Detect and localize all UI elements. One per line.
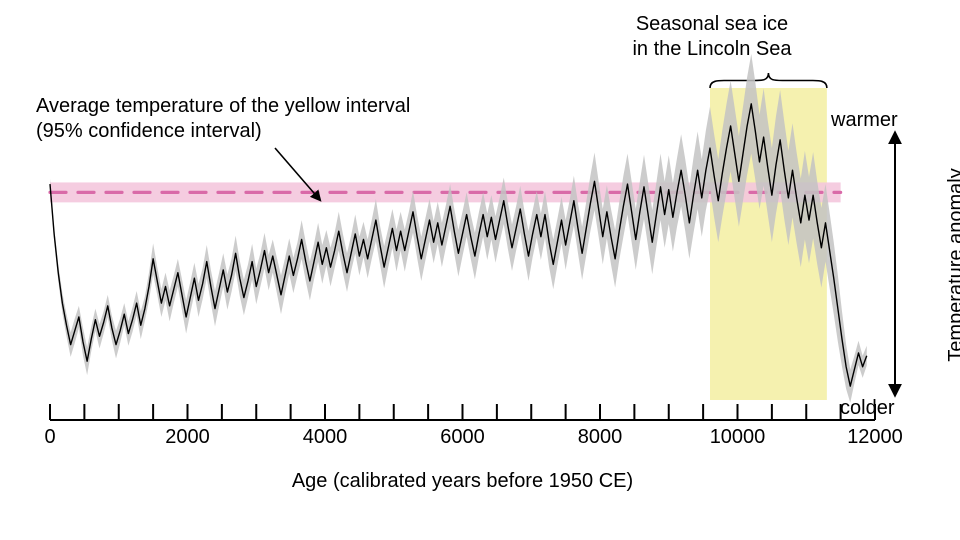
- chart-svg: [0, 0, 960, 540]
- y-axis-title-line1: Temperature anomaly: [945, 130, 960, 400]
- x-tick-label: 0: [44, 426, 55, 449]
- x-tick-label: 6000: [440, 426, 485, 449]
- confidence-annotation-line2: (95% confidence interval): [36, 119, 410, 144]
- confidence-annotation-line1: Average temperature of the yellow interv…: [36, 94, 410, 119]
- x-tick-label: 2000: [165, 426, 210, 449]
- warmer-label: warmer: [831, 109, 898, 132]
- colder-label: colder: [840, 397, 894, 420]
- seasonal-sea-ice-label: Seasonal sea icein the Lincoln Sea: [592, 12, 832, 62]
- x-tick-label: 10000: [710, 426, 766, 449]
- seasonal-sea-ice-text: Seasonal sea icein the Lincoln Sea: [632, 13, 791, 60]
- x-tick-label: 4000: [303, 426, 348, 449]
- chart-container: { "canvas": { "width": 960, "height": 54…: [0, 0, 960, 540]
- x-tick-label: 8000: [578, 426, 623, 449]
- x-tick-label: 12000: [847, 426, 903, 449]
- x-axis-title: Age (calibrated years before 1950 CE): [292, 470, 633, 493]
- y-axis-title: Temperature anomaly at Agassiz ice cap: [945, 130, 960, 400]
- confidence-annotation: Average temperature of the yellow interv…: [36, 94, 410, 144]
